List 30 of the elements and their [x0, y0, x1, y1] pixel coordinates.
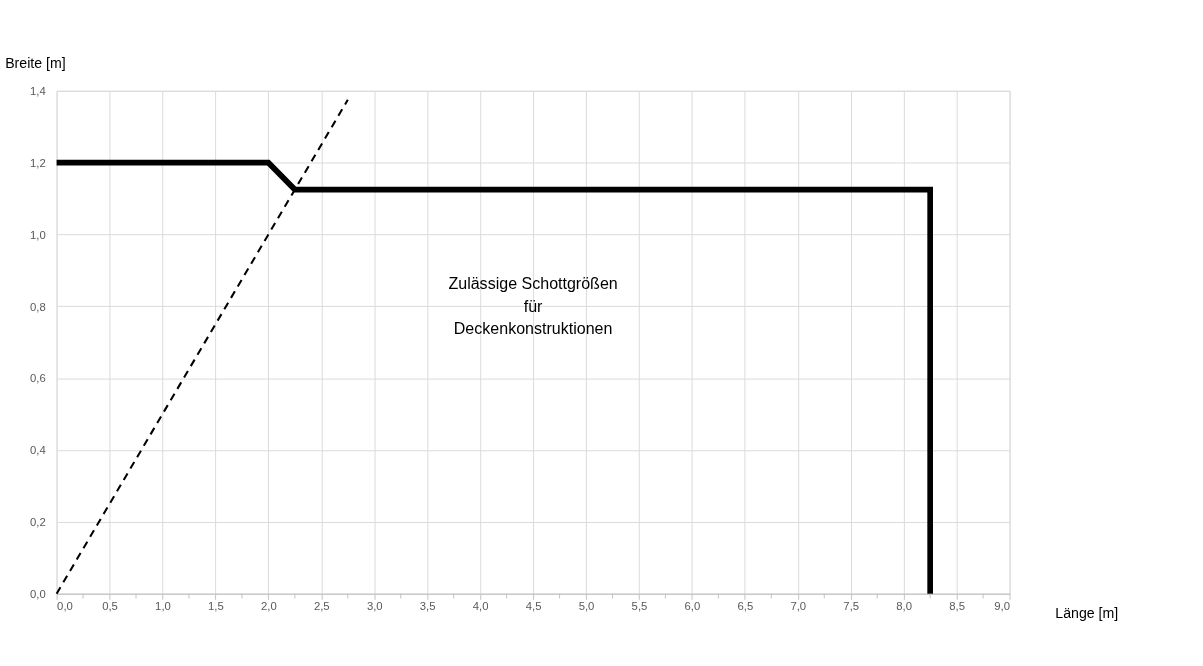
x-tick-label: 1,0: [155, 600, 171, 613]
y-axis-title: Breite [m]: [5, 54, 66, 71]
x-tick-label: 8,5: [949, 600, 965, 613]
y-tick-label: 0,2: [30, 516, 46, 529]
x-tick-label: 6,0: [684, 600, 701, 613]
y-tick-label: 1,4: [30, 85, 46, 98]
y-tick-label: 0,0: [30, 587, 46, 600]
y-tick-label: 1,0: [30, 228, 46, 241]
x-tick-label: 5,0: [578, 600, 595, 613]
x-tick-label: 0,0: [57, 600, 73, 613]
x-tick-label: 1,5: [208, 600, 224, 613]
x-tick-label: 5,5: [631, 600, 648, 613]
x-tick-label: 4,0: [472, 600, 489, 613]
x-tick-label: 0,5: [102, 600, 118, 613]
y-tick-label: 0,4: [30, 444, 46, 457]
y-tick-label: 0,6: [30, 372, 46, 385]
x-tick-label: 8,0: [896, 600, 913, 613]
x-tick-label: 2,0: [260, 600, 277, 613]
x-tick-label: 3,5: [419, 600, 436, 613]
x-tick-label: 9,0: [994, 600, 1011, 613]
y-tick-label: 1,2: [30, 156, 46, 169]
annotation: Zulässige Schottgrößen für Deckenkonstruktionen: [448, 274, 618, 338]
x-tick-label: 4,5: [525, 600, 542, 613]
x-tick-label: 6,5: [737, 600, 754, 613]
y-tick-label: 0,8: [30, 300, 46, 313]
x-tick-label: 2,5: [313, 600, 330, 613]
x-tick-label: 7,5: [843, 600, 860, 613]
x-tick-label: 3,0: [366, 600, 383, 613]
x-axis-title: Länge [m]: [1055, 604, 1119, 621]
x-tick-label: 7,0: [790, 600, 807, 613]
